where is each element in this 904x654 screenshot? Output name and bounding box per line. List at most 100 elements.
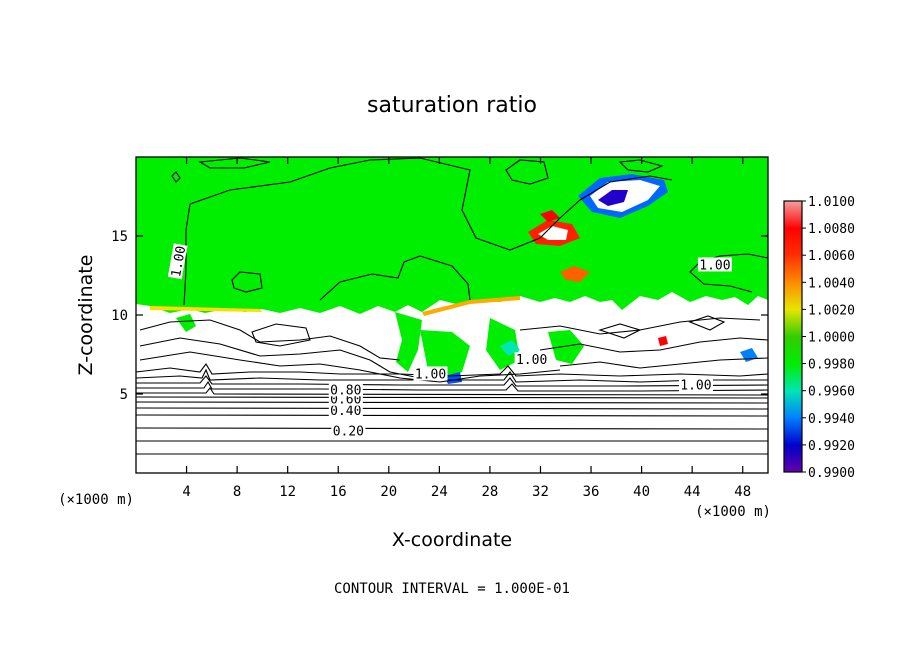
- colorbar-label-7: 0.9960: [808, 385, 855, 400]
- contour-cloud-6: [559, 357, 768, 369]
- contour-band-10: [136, 427, 768, 430]
- contour-label-3: 0.80: [330, 383, 361, 398]
- x-tick-label-2: 12: [279, 484, 296, 500]
- x-tick-label-8: 36: [583, 484, 600, 500]
- green-region: [136, 157, 768, 314]
- colorbar-label-3: 1.0040: [808, 276, 855, 291]
- contour-loop-3: [171, 171, 181, 183]
- contour-band-4: [136, 380, 768, 392]
- contour-loop-7: [598, 323, 642, 339]
- contour-label-bg-1: [328, 402, 363, 417]
- contour-label-4: 1.00: [169, 245, 189, 278]
- subsaturated-centre: [598, 190, 628, 206]
- contour-interval-note: CONTOUR INTERVAL = 1.000E-01: [334, 581, 570, 597]
- contour-label-bg-5: [697, 257, 732, 272]
- contour-loop-1: [231, 271, 263, 293]
- contour-label-bg-8: [678, 377, 713, 392]
- green-tongue-a: [395, 312, 422, 372]
- contour-cloud-3: [139, 351, 561, 383]
- green-tongue-e: [176, 314, 196, 332]
- x-unit-right: (×1000 m): [695, 504, 771, 520]
- colorbar-band-4: [784, 309, 802, 337]
- contour-label-2: 0.60: [330, 393, 361, 408]
- contour-loop-6: [251, 323, 311, 347]
- contour-label-1: 0.40: [330, 404, 361, 419]
- colorbar-label-1: 1.0080: [808, 222, 855, 237]
- contour-label-bg-3: [328, 382, 363, 397]
- contour-labels: 0.20 0.400.600.80 1.00 1.00 1.00 1.00 1.00: [167, 243, 732, 439]
- contour-label-bg-7: [413, 366, 448, 381]
- x-tick-label-7: 32: [532, 484, 549, 500]
- x-tick-label-5: 24: [431, 484, 448, 500]
- colorbar-label-5: 1.0000: [808, 331, 855, 346]
- supersaturated-patch-3: [540, 210, 560, 222]
- contour-band-8: [136, 407, 768, 410]
- colorbar-label-2: 1.0060: [808, 249, 855, 264]
- field-layer: [136, 157, 768, 455]
- yellow-edge-2: [422, 296, 520, 316]
- contour-label-bg-0: [331, 423, 366, 438]
- colorbar-band-8: [784, 417, 802, 446]
- x-unit-left: (×1000 m): [58, 492, 134, 508]
- contour-band-6: [136, 396, 768, 399]
- y-axis: 5 10 15: [111, 229, 768, 403]
- contour-label-6: 1.00: [516, 353, 547, 368]
- green-tongue-c: [486, 318, 520, 370]
- colorbar-band-1: [784, 228, 802, 256]
- contour-mid: [319, 255, 471, 301]
- supersaturated-patch-2: [560, 266, 590, 282]
- contour-label-bg-4: [167, 243, 188, 280]
- x-axis: 4 8 12 16 20 24 28 32 36 40 44 48: [182, 157, 751, 500]
- colorbar-band-2: [784, 255, 802, 283]
- contour-loop-5: [198, 157, 271, 169]
- x-tick-label-11: 48: [734, 484, 751, 500]
- colorbar-band-6: [784, 363, 802, 392]
- x-tick-label-6: 28: [481, 484, 498, 500]
- x-tick-label-10: 44: [684, 484, 701, 500]
- contour-band-5: [136, 387, 768, 396]
- contour-band-9: [136, 414, 768, 417]
- contour-loop-2: [505, 159, 549, 185]
- contour-label-0: 0.20: [333, 424, 364, 439]
- x-axis-label: X-coordinate: [392, 529, 512, 551]
- contour-band-2: [136, 368, 768, 383]
- colorbar-band-5: [784, 336, 802, 365]
- supersaturated-core-1: [538, 226, 568, 240]
- contour-band-3: [136, 375, 768, 387]
- cyan-edge: [500, 340, 520, 356]
- contour-cloud-2: [139, 337, 421, 379]
- contour-label-5: 1.00: [699, 258, 730, 273]
- colorbar-band-3: [784, 282, 802, 310]
- contour-cloud-1: [139, 319, 401, 361]
- x-tick-label-4: 20: [380, 484, 397, 500]
- contour-upper: [183, 157, 673, 306]
- colorbar-label-10: 0.9900: [808, 466, 855, 481]
- plot-area: 0.20 0.400.600.80 1.00 1.00 1.00 1.00 1.00: [135, 156, 769, 474]
- contour-label-8: 1.00: [680, 379, 711, 394]
- yellow-edge-1: [150, 306, 262, 312]
- contour-band-7: [136, 401, 768, 404]
- colorbar-band-9: [784, 444, 802, 473]
- colorbar: 1.0100 1.0080 1.0060 1.0040 1.0020 1.0000 0.99…: [783, 195, 855, 481]
- red-spot: [658, 336, 668, 346]
- colorbar-label-8: 0.9940: [808, 412, 855, 427]
- y-tick-label-1: 10: [111, 308, 128, 324]
- colorbar-label-9: 0.9920: [808, 439, 855, 454]
- colorbar-label-4: 1.0020: [808, 303, 855, 318]
- contour-cloud-5: [539, 337, 768, 353]
- chart-title: saturation ratio: [367, 93, 537, 118]
- x-tick-label-9: 40: [633, 484, 650, 500]
- x-tick-label-3: 16: [330, 484, 347, 500]
- contour-label-7: 1.00: [415, 367, 446, 382]
- y-tick-label-0: 5: [120, 387, 128, 403]
- colorbar-label-0: 1.0100: [808, 195, 855, 210]
- y-axis-label: Z-coordinate: [75, 255, 97, 376]
- colorbar-band-7: [784, 390, 802, 419]
- contour-loop-8: [688, 315, 726, 331]
- colorbar-band-0: [784, 201, 802, 229]
- colorbar-label-6: 0.9980: [808, 358, 855, 373]
- x-tick-label-1: 8: [233, 484, 241, 500]
- y-tick-label-2: 15: [111, 229, 128, 245]
- green-tongue-d: [548, 330, 584, 364]
